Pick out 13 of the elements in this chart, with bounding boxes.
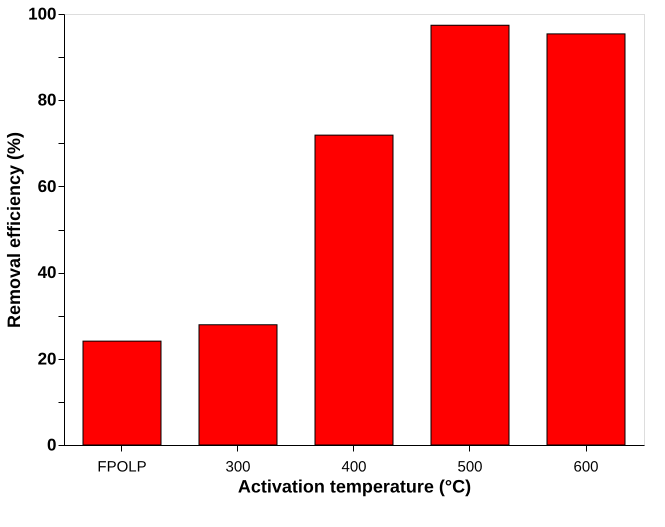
x-axis-title: Activation temperature (°C) <box>238 476 472 496</box>
y-tick-label: 20 <box>38 349 56 368</box>
x-tick-label: 500 <box>457 458 483 476</box>
x-tick-label: 300 <box>225 458 251 476</box>
y-tick-label: 60 <box>38 176 56 196</box>
x-tick-label: 600 <box>573 458 599 476</box>
y-tick-label: 40 <box>38 263 56 282</box>
y-axis-title: Removal efficiency (%) <box>4 132 24 328</box>
x-tick-label: FPOLP <box>97 458 147 476</box>
x-tick-label: 400 <box>341 458 367 476</box>
y-tick-label: 0 <box>47 436 56 454</box>
y-tick-label: 100 <box>28 4 56 24</box>
y-tick-label: 80 <box>38 90 56 110</box>
